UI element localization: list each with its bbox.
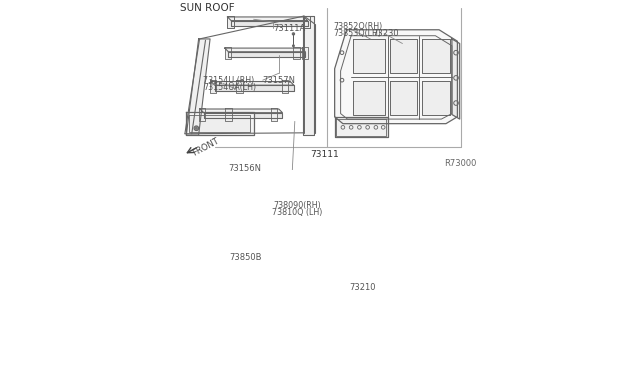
Text: 73810Q (LH): 73810Q (LH) (273, 208, 323, 217)
Polygon shape (200, 109, 282, 113)
Text: 73154U (RH): 73154U (RH) (204, 76, 255, 85)
Text: 73210: 73210 (350, 283, 376, 292)
Polygon shape (225, 108, 232, 121)
Polygon shape (390, 39, 417, 73)
Text: R73000: R73000 (444, 160, 476, 169)
Text: 73853Q(LH): 73853Q(LH) (333, 29, 381, 38)
Text: FRONT: FRONT (191, 137, 220, 158)
Polygon shape (353, 81, 385, 115)
Polygon shape (199, 108, 205, 121)
Polygon shape (211, 81, 294, 85)
Polygon shape (189, 115, 250, 132)
Polygon shape (353, 39, 385, 73)
Polygon shape (228, 52, 305, 57)
Text: 738090(RH): 738090(RH) (273, 201, 321, 210)
Circle shape (195, 127, 198, 129)
Text: 73156N: 73156N (228, 164, 261, 173)
Text: 73154UA(LH): 73154UA(LH) (204, 83, 257, 92)
Text: 73230: 73230 (372, 29, 399, 38)
Text: SUN ROOF: SUN ROOF (180, 3, 234, 13)
Polygon shape (225, 48, 305, 52)
Polygon shape (452, 39, 460, 119)
Polygon shape (225, 47, 231, 59)
Polygon shape (293, 47, 300, 59)
Polygon shape (186, 39, 210, 135)
Polygon shape (390, 81, 417, 115)
Circle shape (194, 126, 198, 131)
Text: 73111: 73111 (310, 150, 339, 159)
Polygon shape (282, 80, 289, 93)
Text: 73157N: 73157N (263, 76, 296, 85)
Polygon shape (227, 17, 308, 20)
Polygon shape (231, 20, 308, 26)
Text: 73111A: 73111A (273, 24, 305, 33)
Polygon shape (301, 47, 308, 59)
Text: 73850B: 73850B (229, 253, 262, 262)
Polygon shape (236, 80, 243, 93)
Polygon shape (214, 85, 294, 91)
Text: 73852Q(RH): 73852Q(RH) (333, 22, 383, 31)
Polygon shape (227, 16, 234, 28)
Polygon shape (204, 113, 282, 118)
Polygon shape (422, 39, 450, 73)
Polygon shape (210, 80, 216, 93)
Polygon shape (303, 16, 314, 135)
Polygon shape (422, 81, 450, 115)
Polygon shape (186, 112, 253, 135)
Polygon shape (335, 30, 458, 124)
Polygon shape (304, 16, 310, 28)
Polygon shape (335, 117, 388, 137)
Polygon shape (271, 108, 277, 121)
